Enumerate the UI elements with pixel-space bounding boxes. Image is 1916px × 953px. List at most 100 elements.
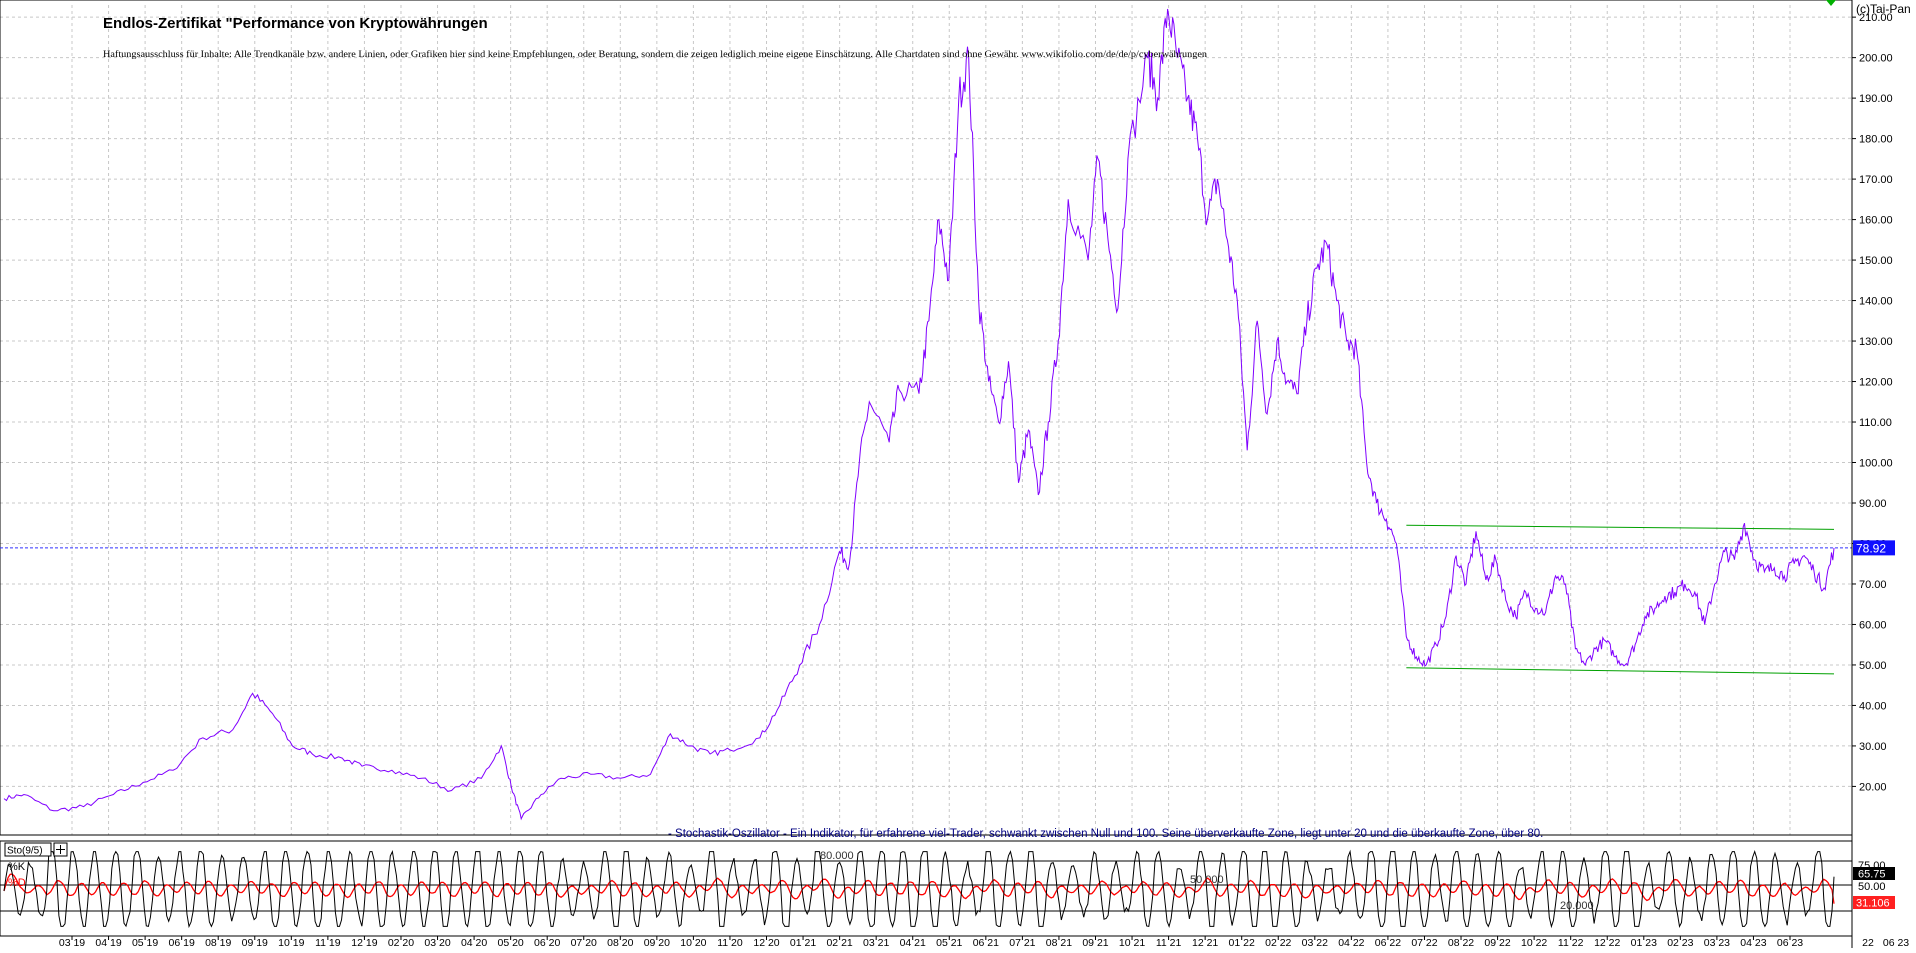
x-tick-label: 03 20: [424, 937, 450, 948]
stoch-legend-label: Sto(9/5): [7, 846, 43, 857]
x-tick-label: 06 23: [1777, 937, 1803, 948]
price-y-tick-label: 150.00: [1859, 255, 1893, 267]
x-tick-label: 10 21: [1119, 937, 1145, 948]
x-tick-label: 08 20: [607, 937, 633, 948]
d-value-label: 31.106: [1853, 896, 1895, 910]
x-tick-label: 01 21: [790, 937, 816, 948]
price-y-tick-label: 50.00: [1859, 660, 1887, 672]
x-tick-label: 04 22: [1338, 937, 1364, 948]
channel-upper-line: [1406, 524, 1835, 530]
price-y-tick-label: 170.00: [1859, 174, 1893, 186]
price-y-tick-label: 160.00: [1859, 215, 1893, 227]
d-value: 31.106: [1856, 898, 1890, 910]
x-tick-label: 11 20: [717, 937, 743, 948]
x-tick-label-right: 06 23: [1883, 937, 1909, 948]
chart-title: Endlos-Zertifikat "Performance von Krypt…: [103, 15, 488, 32]
oscillator-note: - Stochastik-Oszillator - Ein Indikator,…: [668, 828, 1543, 840]
price-y-tick-label: 20.00: [1859, 781, 1887, 793]
x-tick-label: 02 21: [826, 937, 852, 948]
x-tick-label: 07 21: [1009, 937, 1035, 948]
price-panel: 20.0030.0040.0050.0060.0070.0080.0090.00…: [0, 0, 1911, 840]
copyright-text: (c)Tai-Pan: [1856, 2, 1911, 16]
x-tick-label: 11 19: [315, 937, 341, 948]
x-tick-label: 12 22: [1594, 937, 1620, 948]
x-tick-label: 10 20: [680, 937, 706, 948]
x-tick-label: 03 22: [1302, 937, 1328, 948]
x-tick-label: 01 23: [1631, 937, 1657, 948]
last-price-label: 78.92: [1853, 540, 1895, 556]
disclaimer-text: Haftungsausschluss für Inhalte: Alle Tre…: [103, 49, 1207, 59]
price-y-tick-label: 90.00: [1859, 498, 1887, 510]
x-tick-label: 03 23: [1704, 937, 1730, 948]
price-y-tick-label: 130.00: [1859, 336, 1893, 348]
channel-lower-line: [1406, 667, 1835, 675]
x-tick-label: 04 23: [1740, 937, 1766, 948]
x-tick-label: 06 21: [973, 937, 999, 948]
x-tick-label: 03 21: [863, 937, 889, 948]
price-y-tick-label: 30.00: [1859, 741, 1887, 753]
x-tick-label: 11 22: [1558, 937, 1584, 948]
x-tick-label: 10 22: [1521, 937, 1547, 948]
last-price-value: 78.92: [1856, 541, 1886, 555]
price-y-tick-label: 40.00: [1859, 700, 1887, 712]
price-y-tick-label: 140.00: [1859, 296, 1893, 308]
x-tick-label: 04 21: [900, 937, 926, 948]
price-y-tick-label: 70.00: [1859, 579, 1887, 591]
x-tick-label: 07 20: [571, 937, 597, 948]
price-grid: [0, 5, 1852, 835]
price-y-tick-label: 210.00: [1859, 12, 1893, 24]
stoch-k-line: [3, 849, 1835, 929]
price-y-tick-label: 190.00: [1859, 93, 1893, 105]
x-tick-label: 10 19: [278, 937, 304, 948]
x-tick-label: 12 19: [351, 937, 377, 948]
x-tick-label: 05 21: [936, 937, 962, 948]
x-tick-label: 04 20: [461, 937, 487, 948]
price-y-axis: 20.0030.0040.0050.0060.0070.0080.0090.00…: [1852, 12, 1893, 793]
x-tick-label: 08 21: [1046, 937, 1072, 948]
x-tick-label: 05 20: [497, 937, 523, 948]
x-tick-label: 12 21: [1192, 937, 1218, 948]
x-tick-label: 04 19: [95, 937, 121, 948]
x-tick-label: 06 19: [169, 937, 195, 948]
expand-icon[interactable]: [53, 842, 68, 857]
x-tick-label: 02 20: [388, 937, 414, 948]
x-tick-label: 01 22: [1229, 937, 1255, 948]
stoch-level-50-label: 50.000: [1190, 874, 1224, 886]
price-y-tick-label: 200.00: [1859, 53, 1893, 65]
x-tick-label: 07 22: [1411, 937, 1437, 948]
x-tick-label: 06 20: [534, 937, 560, 948]
price-series-line: [3, 8, 1835, 821]
k-value: 65.75: [1858, 869, 1886, 881]
price-y-tick-label: 100.00: [1859, 458, 1893, 470]
x-tick-label: 09 22: [1484, 937, 1510, 948]
price-y-tick-label: 60.00: [1859, 619, 1887, 631]
x-tick-label: 09 19: [242, 937, 268, 948]
x-tick-label: 08 22: [1448, 937, 1474, 948]
stoch-axis-50: 50.00: [1858, 881, 1886, 893]
x-tick-label: 05 19: [132, 937, 158, 948]
x-tick-label-right: 22: [1862, 937, 1874, 948]
stochastic-panel: 80.000 50.000 20.000 Sto(9/5) %K %D 75.0…: [0, 840, 1895, 937]
x-tick-label: 03 19: [59, 937, 85, 948]
time-axis: 03 19 04 19 05 19 06 19 08 19 09 19 10 19 11 19…: [0, 935, 1909, 949]
stoch-level-80-label: 80.000: [820, 850, 854, 862]
x-tick-label: 06 22: [1375, 937, 1401, 948]
price-y-tick-label: 110.00: [1859, 417, 1892, 429]
k-value-label: 65.75: [1853, 867, 1895, 881]
x-tick-label: 02 23: [1667, 937, 1693, 948]
price-y-tick-label: 120.00: [1859, 377, 1893, 389]
price-y-tick-label: 180.00: [1859, 134, 1893, 146]
channel-lines: [1406, 524, 1835, 675]
stoch-legend-box: [4, 842, 52, 857]
x-tick-label: 08 19: [205, 937, 231, 948]
stoch-d-line: [3, 873, 1835, 904]
corner-marker-icon: [1826, 0, 1836, 6]
percent-d-label: %D: [8, 877, 26, 889]
percent-k-label: %K: [8, 861, 26, 873]
x-tick-label: 12 20: [753, 937, 779, 948]
x-tick-label: 09 21: [1082, 937, 1108, 948]
x-tick-label: 09 20: [644, 937, 670, 948]
x-tick-label: 11 21: [1156, 937, 1182, 948]
